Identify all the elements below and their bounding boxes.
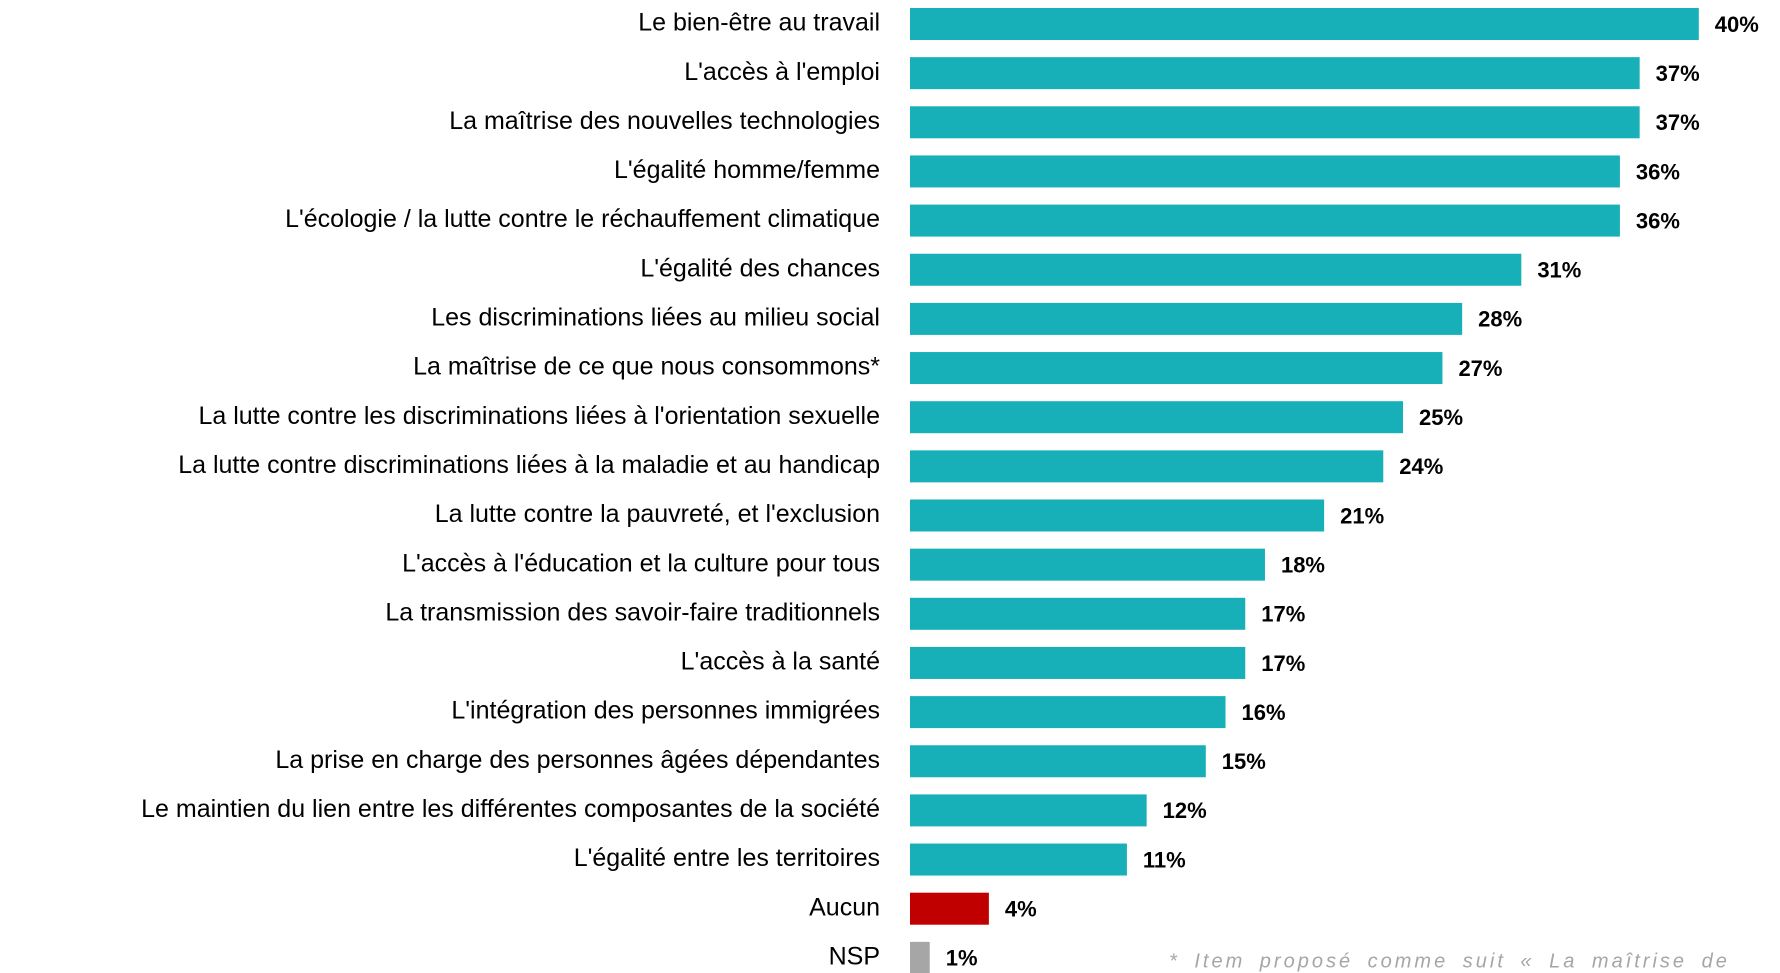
category-label: L'accès à l'éducation et la culture pour… bbox=[402, 549, 880, 577]
category-label: L'accès à la santé bbox=[681, 648, 880, 676]
bar bbox=[910, 499, 1325, 532]
value-label: 17% bbox=[1261, 602, 1305, 627]
category-label: NSP bbox=[829, 942, 880, 970]
value-label: 37% bbox=[1656, 61, 1700, 86]
category-label: La lutte contre la pauvreté, et l'exclus… bbox=[435, 500, 880, 528]
bar bbox=[910, 597, 1246, 630]
bar bbox=[910, 352, 1443, 385]
value-label: 27% bbox=[1458, 356, 1502, 381]
value-label: 24% bbox=[1399, 454, 1443, 479]
bar bbox=[910, 696, 1226, 729]
bar bbox=[910, 106, 1640, 139]
category-label: Le bien-être au travail bbox=[638, 9, 880, 37]
value-label: 28% bbox=[1478, 307, 1522, 332]
value-label: 25% bbox=[1419, 405, 1463, 430]
value-label: 18% bbox=[1281, 552, 1325, 577]
value-label: 40% bbox=[1715, 12, 1759, 37]
value-label: 31% bbox=[1537, 258, 1581, 283]
bar bbox=[910, 302, 1463, 335]
category-label: L'accès à l'emploi bbox=[684, 58, 880, 86]
bar bbox=[910, 253, 1522, 286]
bar bbox=[910, 745, 1206, 778]
bar bbox=[910, 892, 989, 925]
value-label: 36% bbox=[1636, 208, 1680, 233]
category-label: La prise en charge des personnes âgées d… bbox=[275, 746, 880, 774]
value-label: 37% bbox=[1656, 110, 1700, 135]
category-label: L'intégration des personnes immigrées bbox=[451, 697, 880, 725]
category-label: La maîtrise des nouvelles technologies bbox=[449, 107, 880, 135]
value-label: 21% bbox=[1340, 503, 1384, 528]
category-label: La transmission des savoir-faire traditi… bbox=[385, 598, 880, 626]
value-label: 1% bbox=[946, 946, 978, 971]
bar bbox=[910, 204, 1620, 237]
category-label: Les discriminations liées au milieu soci… bbox=[431, 304, 880, 332]
value-label: 16% bbox=[1242, 700, 1286, 725]
bar bbox=[910, 57, 1640, 90]
value-label: 17% bbox=[1261, 651, 1305, 676]
category-label: Le maintien du lien entre les différente… bbox=[141, 795, 880, 823]
bar bbox=[910, 8, 1699, 40]
value-label: 11% bbox=[1143, 847, 1186, 872]
category-label: La lutte contre discriminations liées à … bbox=[178, 451, 880, 479]
bar bbox=[910, 401, 1403, 434]
category-label: La maîtrise de ce que nous consommons* bbox=[413, 353, 880, 381]
category-label: L'écologie / la lutte contre le réchauff… bbox=[285, 205, 880, 233]
category-label: La lutte contre les discriminations liée… bbox=[198, 402, 880, 430]
bar bbox=[910, 450, 1384, 483]
category-label: L'égalité homme/femme bbox=[614, 156, 880, 184]
value-label: 4% bbox=[1005, 897, 1037, 922]
category-label: Aucun bbox=[809, 893, 880, 921]
category-label: L'égalité des chances bbox=[640, 254, 880, 282]
value-label: 15% bbox=[1222, 749, 1266, 774]
bar bbox=[910, 941, 930, 973]
category-label: L'égalité entre les territoires bbox=[574, 844, 880, 872]
bar bbox=[910, 155, 1620, 188]
bar bbox=[910, 794, 1147, 827]
bar bbox=[910, 548, 1265, 581]
footnote: * Item proposé comme suit « La maîtrise … bbox=[1169, 950, 1730, 972]
bar bbox=[910, 843, 1127, 876]
value-label: 36% bbox=[1636, 159, 1680, 184]
value-label: 12% bbox=[1163, 798, 1207, 823]
bar bbox=[910, 646, 1246, 679]
